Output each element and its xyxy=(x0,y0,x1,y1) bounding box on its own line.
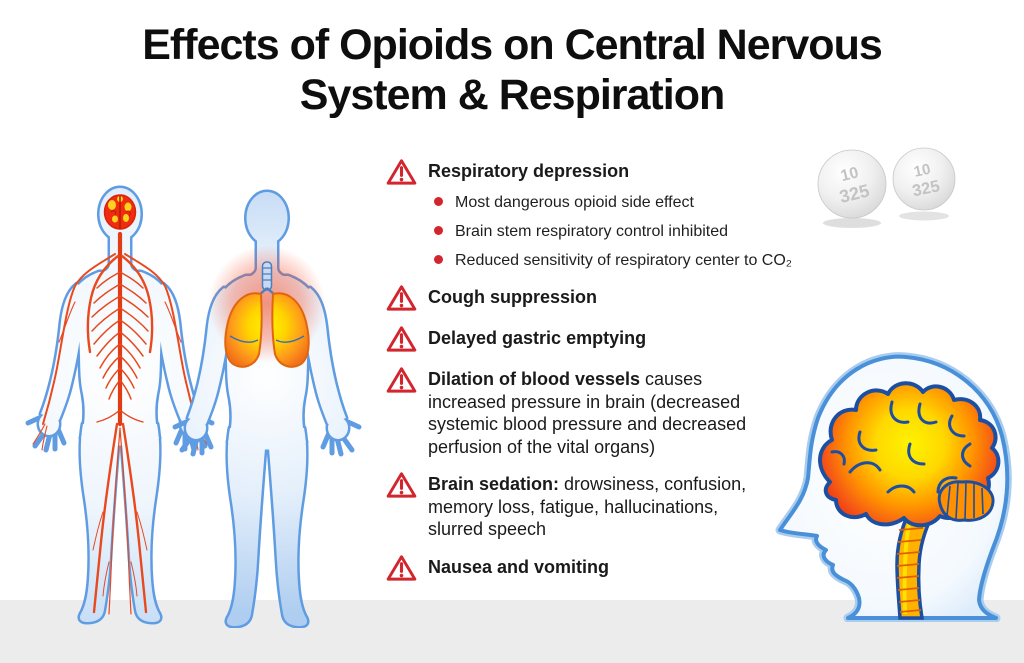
warning-triangle-icon xyxy=(386,553,417,582)
warning-triangle-icon xyxy=(386,157,417,186)
effect-label: Respiratory depression xyxy=(428,161,630,181)
lungs-body-illustration xyxy=(170,176,366,633)
effect-dilation-of-blood-vessels: Dilation of blood vessels causes increas… xyxy=(386,368,798,458)
brain-stem xyxy=(895,512,935,620)
effect-nausea-and-vomiting: Nausea and vomiting xyxy=(386,556,798,582)
effect-label: Cough suppression xyxy=(428,287,598,307)
page-title-line1: Effects of Opioids on Central Nervous xyxy=(142,21,883,69)
nervous-system-body-illustration xyxy=(23,172,219,632)
chest-glow xyxy=(189,226,345,382)
opioid-pills-illustration: 10 325 10 325 xyxy=(804,136,969,237)
cerebellum xyxy=(937,480,995,522)
effect-cough-suppression: Cough suppression xyxy=(386,286,798,312)
effect-label: Nausea and vomiting xyxy=(428,556,610,577)
lungs-highlight xyxy=(224,261,310,368)
pill-tablet xyxy=(817,149,887,219)
brain-gyri xyxy=(830,400,972,494)
page-title-line2: System & Respiration xyxy=(299,71,725,119)
effect-label: Dilation of blood vessels causes increas… xyxy=(428,369,747,457)
effect-label: Delayed gastric emptying xyxy=(428,328,647,348)
respiratory-depression-bullets: Most dangerous opioid side effect Brain … xyxy=(434,193,798,270)
nerve-tree xyxy=(31,231,209,616)
warning-triangle-icon xyxy=(386,324,417,353)
pill-imprint-top: 10 xyxy=(839,164,860,185)
warning-triangle-icon xyxy=(386,283,417,312)
effect-label: Brain sedation: drowsiness, confusion, m… xyxy=(428,474,747,539)
pill-imprint-bottom: 325 xyxy=(911,177,942,200)
effect-respiratory-depression: Respiratory depression Most dangerous op… xyxy=(386,160,798,270)
list-item: Reduced sensitivity of respiratory cente… xyxy=(434,251,798,270)
effect-brain-sedation: Brain sedation: drowsiness, confusion, m… xyxy=(386,473,798,541)
effects-list: Respiratory depression Most dangerous op… xyxy=(386,160,798,597)
pill-tablet xyxy=(892,147,956,211)
page-title: Effects of Opioids on Central Nervous Sy… xyxy=(0,20,1024,120)
warning-triangle-icon xyxy=(386,365,417,394)
head-profile-brain-illustration xyxy=(760,352,1018,627)
list-item: Most dangerous opioid side effect xyxy=(434,193,798,212)
list-item: Brain stem respiratory control inhibited xyxy=(434,222,798,241)
warning-triangle-icon xyxy=(386,470,417,499)
pill-imprint-top: 10 xyxy=(912,161,932,181)
effect-delayed-gastric-emptying: Delayed gastric emptying xyxy=(386,327,798,353)
brain-highlight xyxy=(103,194,137,230)
